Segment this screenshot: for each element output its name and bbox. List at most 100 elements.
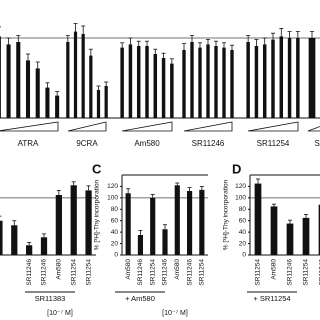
y-tick-label: 100 bbox=[235, 195, 246, 202]
bar bbox=[136, 46, 141, 118]
bar bbox=[170, 63, 174, 118]
y-tick-label: 40 bbox=[239, 229, 247, 236]
bar bbox=[279, 36, 284, 118]
bar bbox=[199, 189, 205, 255]
x-tick-label: SR11246 bbox=[287, 259, 294, 286]
group-label: ATRA bbox=[18, 139, 39, 148]
bar bbox=[222, 47, 226, 118]
bar bbox=[153, 54, 158, 118]
y-tick-label: 120 bbox=[235, 183, 246, 190]
bar bbox=[145, 46, 149, 118]
bar bbox=[287, 38, 292, 118]
x-tick-label: SR11254 bbox=[85, 259, 92, 286]
bar bbox=[35, 68, 40, 118]
bar bbox=[246, 42, 250, 118]
y-tick-label: 0 bbox=[242, 252, 246, 259]
bar bbox=[45, 87, 50, 118]
y-tick-label: 20 bbox=[111, 240, 119, 247]
group-label: SR11246 bbox=[192, 139, 225, 148]
group-label: + Am580 bbox=[125, 294, 155, 303]
group-label: + SR11254 bbox=[253, 294, 290, 303]
bar bbox=[40, 237, 48, 255]
y-axis-label: % [³H]-Thy incorporation bbox=[94, 179, 101, 250]
group-label: SR11383 bbox=[35, 294, 66, 303]
y-tick-label: 0 bbox=[114, 252, 118, 259]
bar bbox=[96, 90, 101, 118]
bar bbox=[150, 197, 156, 255]
bar bbox=[254, 46, 259, 118]
bar bbox=[66, 42, 70, 118]
y-tick-label: 120 bbox=[107, 183, 118, 190]
bar bbox=[206, 44, 210, 118]
x-tick-label: Am580 bbox=[125, 259, 132, 280]
bar bbox=[174, 185, 180, 255]
y-tick-label: 100 bbox=[107, 195, 118, 202]
bar bbox=[70, 185, 77, 255]
bar bbox=[104, 86, 108, 118]
panel-label: C bbox=[92, 161, 102, 176]
group-label: SR11254 bbox=[257, 139, 290, 148]
x-tick-label: SR11254 bbox=[199, 259, 206, 286]
x-tick-label: SR11254 bbox=[70, 259, 77, 286]
dose-wedge bbox=[307, 126, 320, 132]
x-tick-label: Am580 bbox=[174, 259, 181, 280]
bar bbox=[120, 47, 124, 118]
group-label: SR bbox=[314, 139, 320, 148]
x-tick-label: SR11246 bbox=[137, 259, 144, 286]
bar bbox=[89, 55, 93, 118]
bar bbox=[318, 204, 320, 255]
x-tick-label: SR11246 bbox=[319, 259, 320, 286]
dose-wedge bbox=[183, 121, 233, 132]
y-tick-label: 80 bbox=[239, 206, 247, 213]
x-tick-label: Am580 bbox=[271, 259, 278, 280]
bar bbox=[81, 34, 85, 118]
y-tick-label: 40 bbox=[111, 229, 119, 236]
bar bbox=[214, 46, 218, 118]
y-tick-label: 20 bbox=[239, 240, 247, 247]
group-label: Am580 bbox=[134, 139, 160, 148]
x-tick-label: SR11254 bbox=[255, 259, 262, 286]
x-tick-label: SR11246 bbox=[26, 259, 33, 286]
bar bbox=[16, 42, 21, 118]
bar bbox=[270, 206, 278, 255]
units-label: [10⁻⁷ M] bbox=[162, 310, 188, 317]
bar bbox=[182, 50, 186, 118]
y-tick-label: 60 bbox=[239, 217, 247, 224]
dose-wedge bbox=[67, 121, 107, 132]
bar bbox=[254, 183, 262, 255]
bar bbox=[286, 223, 294, 255]
bar bbox=[0, 36, 1, 118]
units-label: [10⁻⁷ M] bbox=[47, 310, 73, 317]
dose-wedge bbox=[121, 121, 173, 132]
bar bbox=[271, 39, 275, 118]
bar bbox=[137, 235, 144, 255]
y-tick-label: 80 bbox=[111, 206, 119, 213]
bar bbox=[73, 31, 78, 119]
bar bbox=[230, 50, 234, 118]
x-tick-label: SR11246 bbox=[162, 259, 169, 286]
bar bbox=[11, 225, 18, 255]
bar bbox=[162, 229, 168, 255]
x-tick-label: SR11254 bbox=[303, 259, 310, 286]
x-tick-label: SR11246 bbox=[186, 259, 193, 286]
dose-wedge bbox=[247, 121, 299, 132]
bar bbox=[55, 195, 62, 255]
dose-wedge bbox=[0, 121, 59, 132]
bar bbox=[55, 95, 60, 118]
bar bbox=[190, 42, 194, 118]
bar bbox=[262, 44, 267, 118]
x-tick-label: SR11246 bbox=[41, 259, 48, 286]
y-axis-label: % [³H]-Thy incorporation bbox=[223, 179, 230, 250]
bar bbox=[0, 220, 3, 255]
bar bbox=[128, 44, 133, 118]
bar bbox=[85, 190, 92, 255]
bar bbox=[198, 47, 202, 118]
panel-label: D bbox=[232, 161, 241, 176]
bar bbox=[161, 58, 166, 118]
bar bbox=[308, 38, 316, 118]
bar bbox=[186, 191, 193, 255]
bar bbox=[296, 38, 300, 118]
bar bbox=[26, 245, 33, 255]
bar bbox=[302, 217, 310, 255]
